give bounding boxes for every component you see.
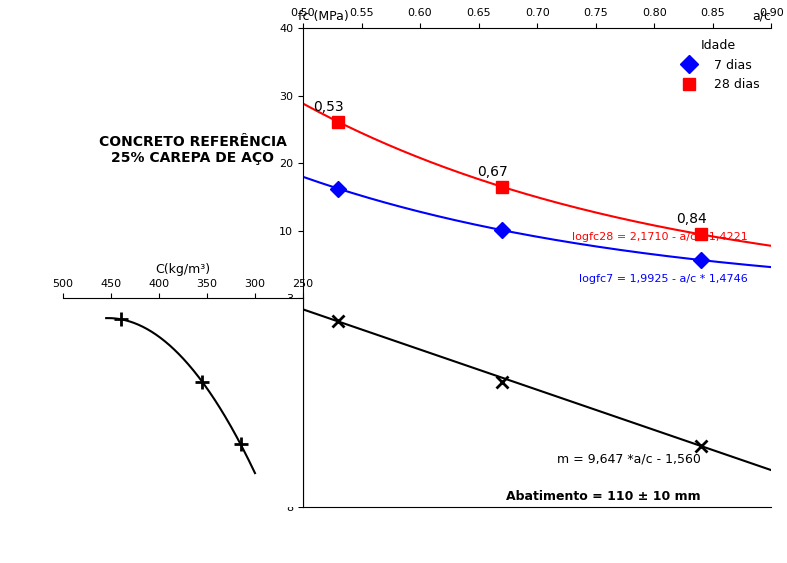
Legend: 7 dias, 28 dias: 7 dias, 28 dias [672, 34, 765, 96]
X-axis label: C(kg/m³): C(kg/m³) [155, 263, 211, 276]
Text: 0,67: 0,67 [477, 164, 508, 178]
Text: fc (MPa): fc (MPa) [298, 10, 349, 23]
Text: m = 9,647 *a/c - 1,560: m = 9,647 *a/c - 1,560 [557, 453, 701, 466]
Text: logfc7 = 1,9925 - a/c * 1,4746: logfc7 = 1,9925 - a/c * 1,4746 [579, 274, 748, 284]
Text: Abatimento = 110 ± 10 mm: Abatimento = 110 ± 10 mm [506, 490, 701, 503]
Text: CONCRETO REFERÊNCIA
25% CAREPA DE AÇO: CONCRETO REFERÊNCIA 25% CAREPA DE AÇO [99, 135, 286, 165]
Text: 0,84: 0,84 [676, 212, 707, 226]
Text: a/c: a/c [752, 10, 771, 23]
Text: 0,53: 0,53 [313, 100, 344, 114]
Text: logfc28 = 2,1710 - a/c * 1,4221: logfc28 = 2,1710 - a/c * 1,4221 [572, 233, 748, 243]
